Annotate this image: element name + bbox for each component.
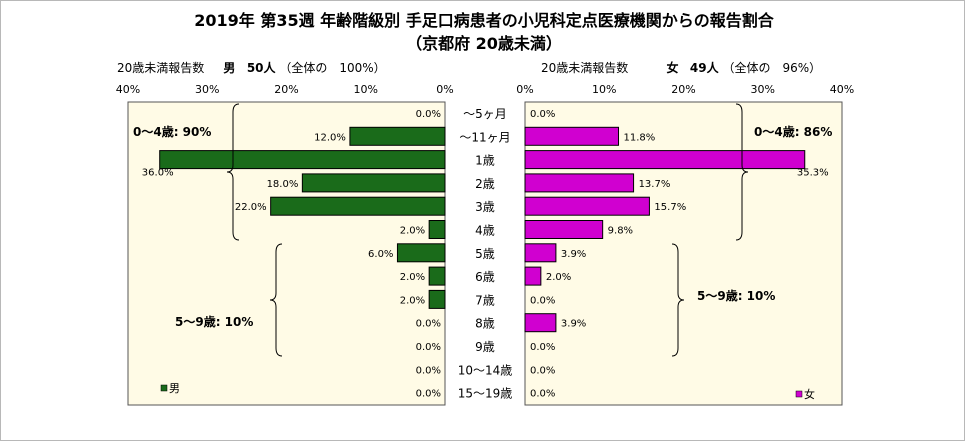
category-label: 8歳: [475, 317, 495, 331]
category-label: 6歳: [475, 270, 495, 284]
category-label: 15～19歳: [458, 387, 513, 401]
left-header-count: 50人: [246, 61, 276, 75]
female-bar: [524, 243, 557, 263]
right-brace-0-4: [735, 103, 749, 241]
right-header: 20歳未満報告数 女 49人 （全体の 96%）: [541, 59, 821, 76]
legend-male-swatch: [160, 384, 168, 392]
right-x-tick-label: 0%: [516, 83, 533, 96]
right-header-label: 20歳未満報告数: [541, 61, 629, 75]
male-value-label: 6.0%: [368, 249, 393, 260]
female-value-label: 3.9%: [561, 249, 586, 260]
left-x-tick-label: 20%: [274, 83, 298, 96]
female-value-label: 0.0%: [530, 342, 555, 353]
right-x-tick-label: 20%: [671, 83, 695, 96]
left-header-label: 20歳未満報告数: [117, 61, 205, 75]
left-annotation-5-9: 5～9歳: 10%: [175, 314, 253, 329]
left-brace-5-9: [269, 243, 283, 357]
right-header-sex: 女: [666, 61, 679, 75]
female-bar: [524, 220, 604, 239]
left-x-tick-label: 10%: [354, 83, 378, 96]
female-value-label: 2.0%: [546, 272, 571, 283]
female-value-label: 3.9%: [561, 319, 586, 330]
left-x-tick-label: 0%: [436, 83, 453, 96]
left-x-tick-label: 40%: [116, 83, 140, 96]
male-value-label: 0.0%: [416, 365, 441, 376]
female-bar: [524, 266, 542, 286]
right-x-tick-label: 40%: [830, 83, 854, 96]
male-value-label: 2.0%: [400, 226, 425, 237]
category-label: 9歳: [475, 340, 495, 354]
right-x-tick-label: 10%: [592, 83, 616, 96]
female-value-label: 15.7%: [654, 202, 686, 213]
female-value-label: 0.0%: [530, 109, 555, 120]
male-value-label: 0.0%: [416, 319, 441, 330]
female-value-label: 35.3%: [797, 168, 829, 179]
chart-subtitle: （京都府 20歳未満）: [406, 34, 562, 53]
male-bar: [159, 150, 446, 170]
female-bar: [524, 196, 650, 216]
female-value-label: 0.0%: [530, 295, 555, 306]
female-bar: [524, 126, 620, 146]
left-header-share: （全体の 100%）: [279, 61, 386, 75]
category-label: ～11ヶ月: [459, 130, 510, 144]
female-bar: [524, 150, 806, 170]
category-label: 5歳: [475, 247, 495, 261]
male-value-label: 36.0%: [142, 168, 174, 179]
category-label: 7歳: [475, 293, 495, 307]
male-value-label: 12.0%: [314, 132, 346, 143]
category-label: 2歳: [475, 177, 495, 191]
category-label: ～5ヶ月: [463, 107, 507, 121]
left-annotation-0-4: 0～4歳: 90%: [133, 124, 211, 139]
left-brace-0-4: [226, 103, 240, 241]
category-label: 3歳: [475, 200, 495, 214]
legend-female-swatch: [795, 390, 803, 398]
legend-female-label: 女: [804, 387, 815, 401]
right-header-share: （全体の 96%）: [722, 61, 822, 75]
right-header-count: 49人: [689, 61, 719, 75]
category-label: 4歳: [475, 224, 495, 238]
male-value-label: 0.0%: [416, 109, 441, 120]
female-value-label: 11.8%: [624, 132, 656, 143]
male-bar: [301, 173, 446, 193]
female-value-label: 0.0%: [530, 389, 555, 400]
left-header-sex: 男: [223, 61, 236, 75]
female-bar: [524, 173, 635, 193]
category-label: 1歳: [475, 154, 495, 168]
male-value-label: 2.0%: [400, 295, 425, 306]
chart-title: 2019年 第35週 年齢階級別 手足口病患者の小児科定点医療機関からの報告割合: [194, 11, 774, 30]
male-value-label: 2.0%: [400, 272, 425, 283]
male-bar: [270, 196, 446, 216]
legend-male-label: 男: [169, 382, 180, 395]
left-x-tick-label: 30%: [195, 83, 219, 96]
female-bar: [524, 313, 557, 333]
male-bar: [349, 126, 446, 146]
female-value-label: 13.7%: [639, 179, 671, 190]
male-value-label: 0.0%: [416, 342, 441, 353]
right-x-tick-label: 30%: [751, 83, 775, 96]
female-value-label: 0.0%: [530, 365, 555, 376]
left-header: 20歳未満報告数 男 50人 （全体の 100%）: [117, 59, 386, 76]
category-label: 10～14歳: [458, 363, 513, 377]
male-bar: [428, 220, 446, 239]
right-annotation-5-9: 5～9歳: 10%: [697, 288, 775, 303]
male-value-label: 22.0%: [235, 202, 267, 213]
male-bar: [396, 243, 446, 263]
male-value-label: 0.0%: [416, 389, 441, 400]
right-brace-5-9: [671, 243, 685, 357]
male-bar: [428, 266, 446, 286]
female-value-label: 9.8%: [608, 226, 633, 237]
male-value-label: 18.0%: [267, 179, 299, 190]
male-bar: [428, 289, 446, 309]
right-annotation-0-4: 0～4歳: 86%: [754, 124, 832, 139]
